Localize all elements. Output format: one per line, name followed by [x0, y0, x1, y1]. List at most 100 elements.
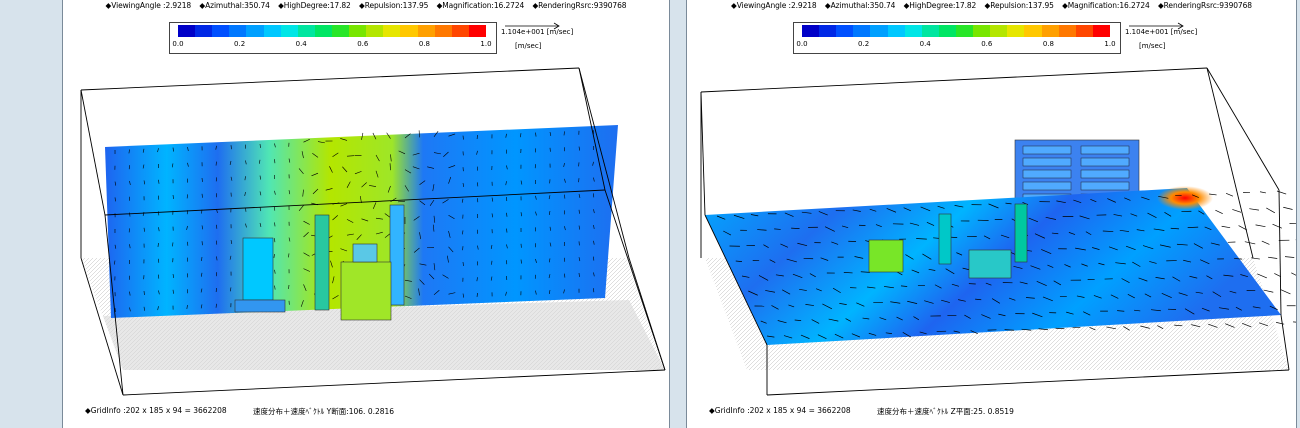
grid-info-footer: ◆GridInfo :202 x 185 x 94 = 3662208 速度分布… — [63, 406, 669, 416]
velocity-vector — [1242, 322, 1252, 328]
equipment-block — [968, 249, 1012, 279]
velocity-vector — [1121, 278, 1130, 283]
velocity-vector — [1274, 273, 1282, 277]
velocity-vector — [346, 181, 351, 188]
velocity-vector — [330, 260, 333, 268]
velocity-vector — [1261, 240, 1270, 245]
velocity-vector — [476, 277, 478, 282]
velocity-vector — [926, 222, 935, 226]
velocity-vector — [1229, 290, 1237, 294]
velocity-vector — [404, 133, 411, 139]
velocity-vector — [491, 197, 494, 202]
velocity-vector — [794, 319, 802, 321]
velocity-vector — [1263, 289, 1274, 293]
building-window — [1080, 157, 1130, 167]
velocity-vector — [340, 248, 348, 252]
velocity-vector — [433, 289, 440, 296]
velocity-vector — [1083, 311, 1091, 316]
velocity-vector — [1210, 242, 1220, 246]
velocity-unit-label: [m/sec] — [1139, 42, 1166, 50]
colorbar-swatch — [297, 25, 315, 37]
velocity-vector — [593, 209, 595, 214]
left-viewport[interactable]: ◆ViewingAngle :2.9218 ◆Azimuthal:350.74 … — [62, 0, 670, 428]
velocity-vector — [1127, 294, 1135, 299]
velocity-vector — [301, 151, 304, 159]
velocity-vector — [1079, 215, 1090, 220]
velocity-vector — [951, 283, 960, 287]
velocity-vector — [1157, 325, 1164, 329]
velocity-vector — [593, 224, 595, 229]
velocity-vector — [941, 299, 950, 303]
velocity-vector — [1204, 226, 1212, 230]
velocity-vector — [332, 152, 339, 158]
velocity-vector — [274, 269, 276, 274]
velocity-vector — [998, 313, 1006, 317]
velocity-vector — [1125, 245, 1136, 251]
velocity-vector — [1161, 292, 1172, 299]
velocity-vector — [845, 318, 852, 322]
velocity-vector — [797, 242, 808, 247]
velocity-vector — [1170, 227, 1180, 230]
velocity-vector — [811, 319, 820, 324]
velocity-vector — [1269, 305, 1278, 310]
velocity-vector — [404, 279, 412, 282]
velocity-vector — [1106, 326, 1116, 330]
velocity-vector — [172, 289, 174, 294]
colorbar-ticks: 0.0 0.2 0.4 0.6 0.8 1.0 — [796, 40, 1115, 50]
velocity-vector — [820, 257, 829, 261]
magnification-label: ◆Magnification:16.2724 — [436, 1, 525, 10]
velocity-vector — [852, 209, 861, 212]
velocity-vector — [1004, 329, 1015, 331]
velocity-vector — [981, 314, 991, 319]
velocity-vector — [298, 205, 304, 212]
velocity-vector — [1098, 262, 1105, 266]
colorbar-swatch — [331, 25, 350, 37]
building-window — [1022, 145, 1072, 155]
velocity-vector — [1108, 246, 1118, 251]
velocity-plane-render[interactable] — [687, 0, 1297, 428]
velocity-vector — [1244, 241, 1256, 245]
velocity-vector — [325, 188, 333, 191]
velocity-vector — [792, 273, 803, 278]
velocity-vector — [1209, 193, 1217, 196]
velocity-vector — [716, 215, 726, 220]
velocity-vector — [418, 288, 420, 296]
velocity-vector — [1178, 292, 1188, 296]
grid-info-footer: ◆GridInfo :202 x 185 x 94 = 3662208 速度分布… — [687, 406, 1296, 416]
velocity-vector — [593, 272, 595, 277]
velocity-vector — [1092, 247, 1100, 250]
velocity-vector — [129, 307, 131, 312]
velocity-vector — [158, 290, 160, 295]
velocity-vector — [300, 300, 304, 307]
right-viewport[interactable]: ◆ViewingAngle :2.9218 ◆Azimuthal:350.74 … — [686, 0, 1297, 428]
velocity-vector — [1235, 306, 1242, 311]
velocity-vector — [818, 211, 828, 216]
velocity-vector — [1172, 276, 1181, 282]
velocity-vector — [801, 211, 812, 214]
colorbar-tick: 0.4 — [919, 40, 931, 48]
velocity-vector — [428, 273, 435, 280]
velocity-vector — [375, 217, 383, 220]
velocity-vector — [1272, 223, 1282, 229]
velocity-vector — [1066, 311, 1074, 315]
velocity-vector — [799, 288, 807, 291]
velocity-vector — [970, 330, 978, 335]
velocity-vector — [1223, 274, 1234, 277]
velocity-vector — [448, 176, 452, 184]
velocity-vector — [384, 213, 391, 218]
velocity-vector — [158, 179, 160, 184]
velocity-section-plane — [105, 125, 618, 318]
velocity-vector — [172, 194, 174, 200]
velocity-vector — [229, 255, 232, 260]
colorbar-tick: 0.8 — [1042, 40, 1054, 48]
velocity-vector — [356, 234, 362, 240]
velocity-section-render[interactable] — [63, 0, 670, 428]
equipment-top — [352, 243, 378, 263]
velocity-vector — [983, 235, 991, 240]
velocity-vector — [862, 317, 870, 320]
velocity-vector — [1042, 296, 1053, 302]
velocity-vector — [342, 166, 348, 173]
colorbar-swatch — [366, 25, 384, 37]
velocity-vector — [157, 306, 159, 311]
velocity-vector — [1176, 243, 1188, 246]
